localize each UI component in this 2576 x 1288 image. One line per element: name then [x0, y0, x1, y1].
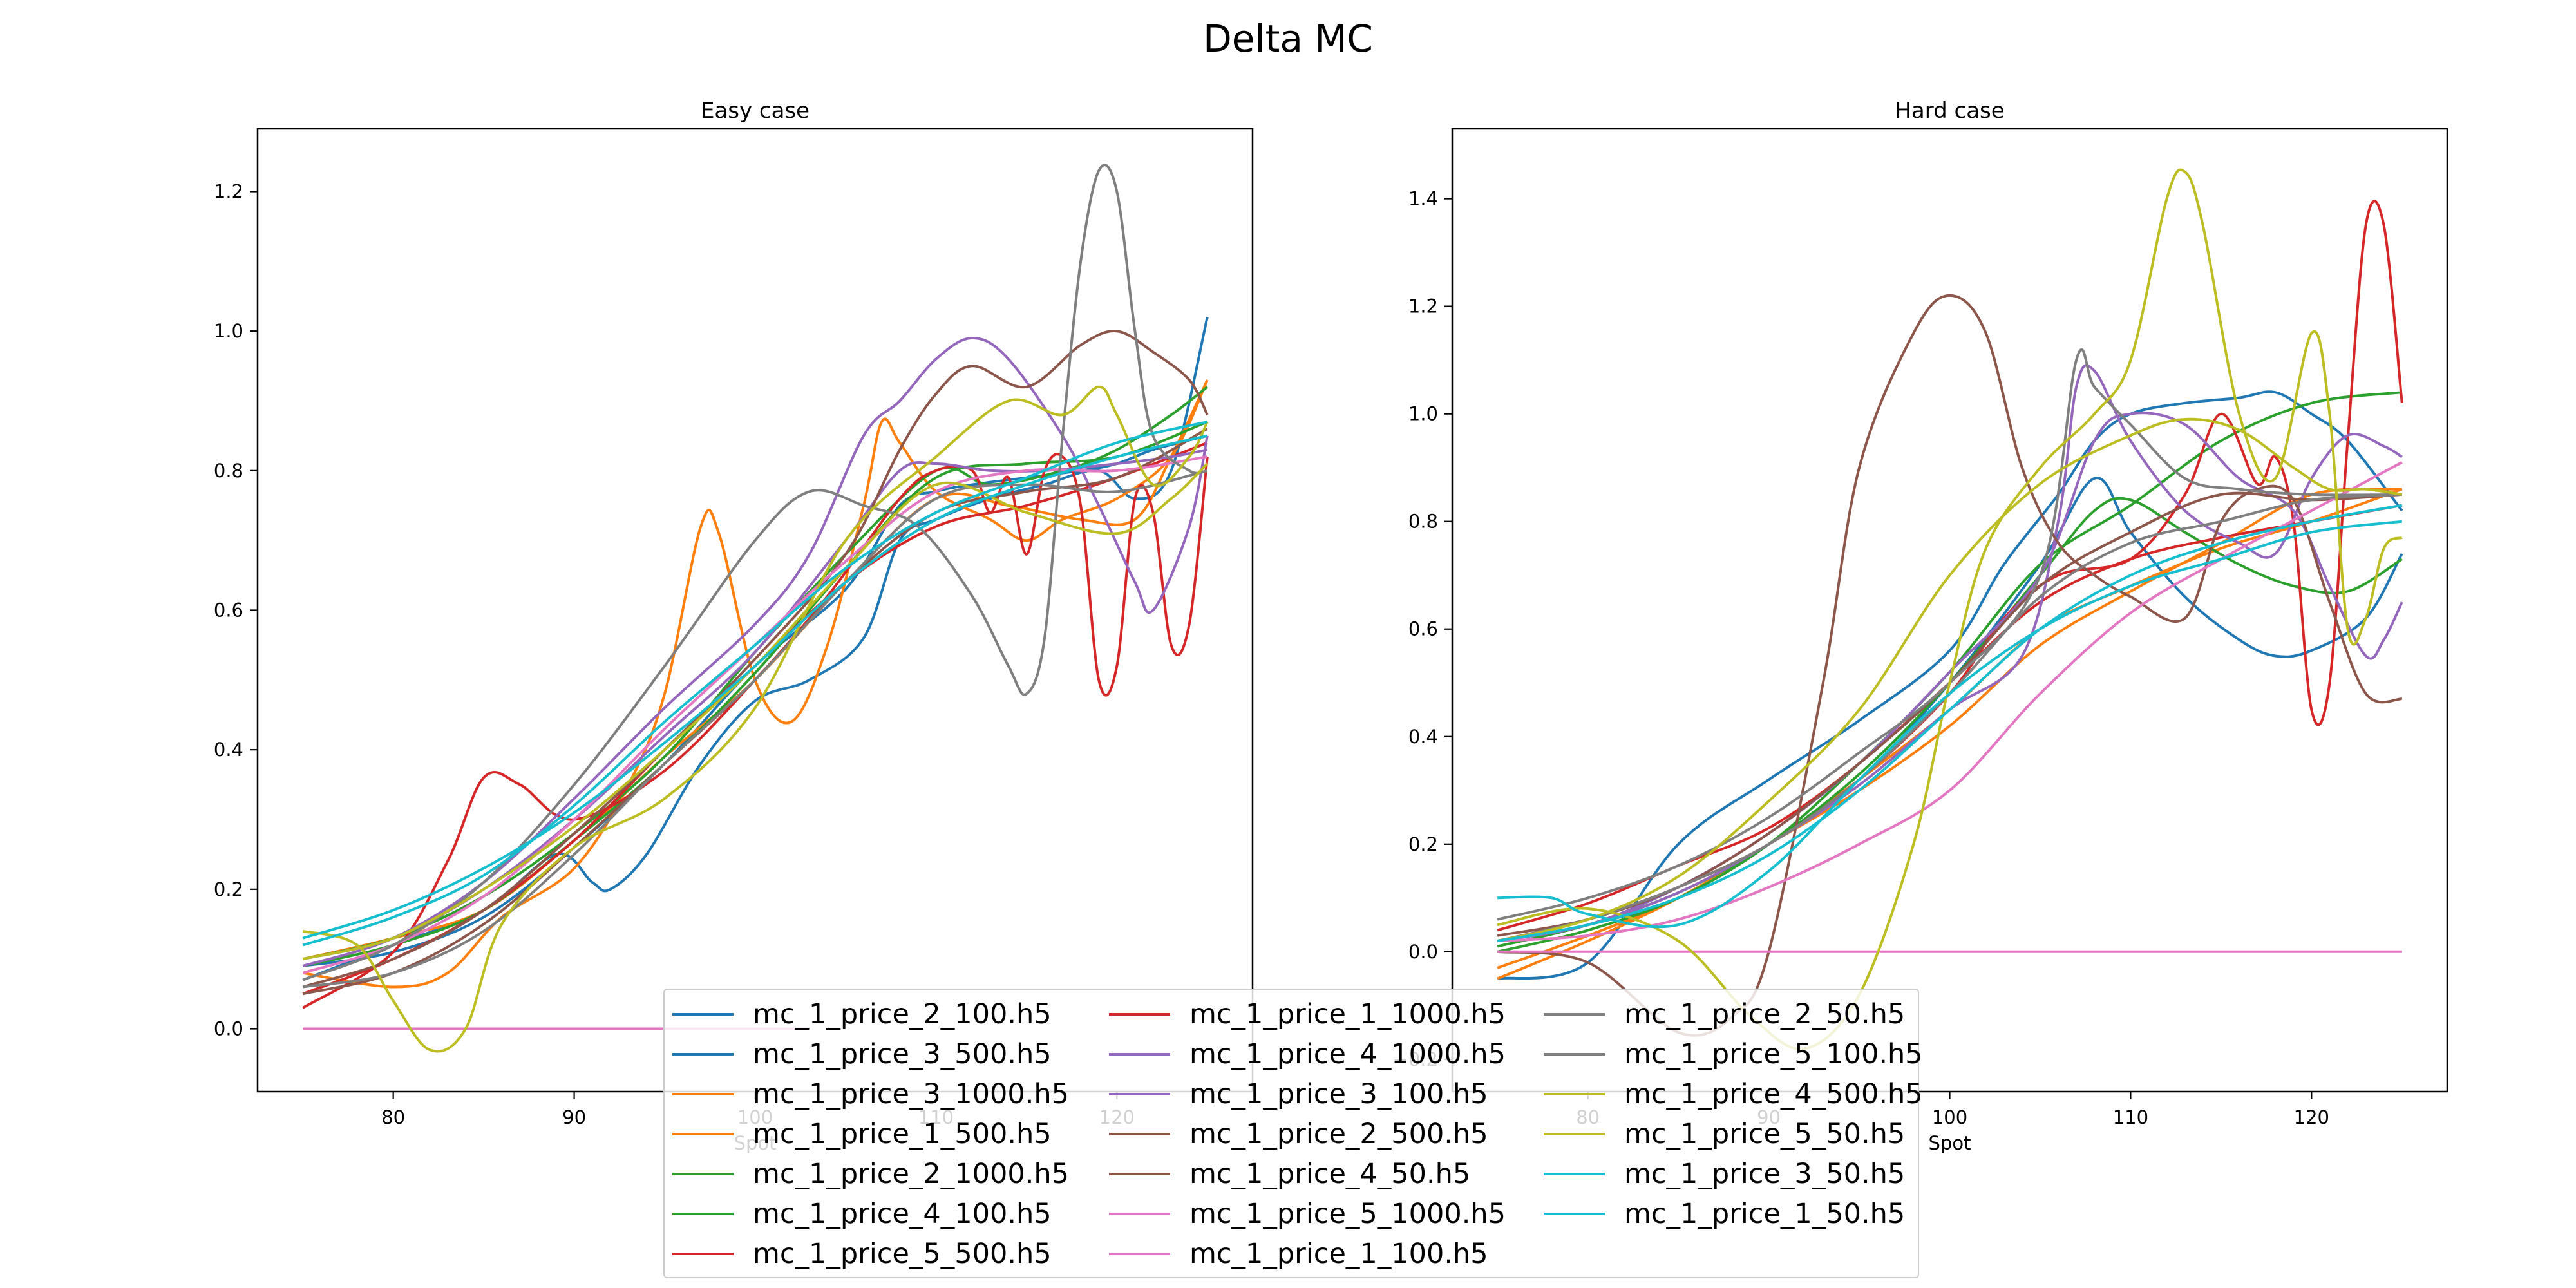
series-group	[302, 164, 1209, 1053]
y-tick-label: 1.2	[1408, 296, 1438, 317]
x-tick-label: 100	[1932, 1106, 1967, 1128]
legend-swatch	[1109, 1053, 1170, 1056]
legend-label: mc_1_price_2_100.h5	[753, 998, 1052, 1030]
legend-swatch	[1544, 1053, 1605, 1056]
legend-label: mc_1_price_5_50.h5	[1624, 1118, 1906, 1150]
legend-label: mc_1_price_3_50.h5	[1624, 1158, 1906, 1190]
legend-label: mc_1_price_2_1000.h5	[753, 1158, 1069, 1190]
y-tick-label: 0.8	[214, 460, 243, 482]
legend-swatch	[1109, 1173, 1170, 1175]
legend-swatch	[1109, 1213, 1170, 1215]
series-line-mc-1-price-3-50-h5	[302, 421, 1208, 947]
series-line-mc-1-price-5-50-h5	[302, 462, 1209, 961]
y-tick-label: 0.0	[1408, 941, 1438, 963]
series-line-mc-1-price-5-500-h5	[302, 453, 1209, 1009]
legend-swatch	[1544, 1093, 1605, 1095]
legend-label: mc_1_price_3_500.h5	[753, 1038, 1052, 1070]
y-tick-label: 0.0	[214, 1018, 243, 1040]
legend: mc_1_price_2_100.h5 mc_1_price_3_500.h5 mc…	[663, 989, 1923, 1278]
legend-swatch	[1544, 1013, 1605, 1016]
legend-label: mc_1_price_2_50.h5	[1624, 998, 1906, 1030]
series-line-mc-1-price-2-50-h5	[302, 164, 1208, 981]
y-tick-label: 0.8	[1408, 511, 1438, 533]
y-tick-label: 0.2	[214, 878, 243, 900]
legend-swatch	[1109, 1253, 1170, 1255]
legend-swatch	[672, 1053, 734, 1056]
legend-swatch	[672, 1093, 734, 1095]
series-line-mc-1-price-2-100-h5	[1497, 390, 2403, 980]
y-tick-label: 1.0	[1408, 403, 1438, 425]
series-line-mc-1-price-1-100-h5	[1497, 461, 2403, 943]
legend-label: mc_1_price_3_1000.h5	[753, 1078, 1069, 1110]
series-line-mc-1-price-4-100-h5	[302, 421, 1208, 967]
legend-label: mc_1_price_4_100.h5	[753, 1198, 1052, 1230]
legend-label: mc_1_price_5_100.h5	[1624, 1038, 1923, 1070]
legend-swatch	[1544, 1133, 1605, 1135]
legend-label: mc_1_price_5_1000.h5	[1189, 1198, 1506, 1230]
figure-title: Delta MC	[1203, 17, 1373, 61]
hard-case-axes: 8090100110120−0.20.00.20.40.60.81.01.21.…	[1393, 98, 2448, 1154]
x-tick-label: 80	[381, 1106, 405, 1128]
legend-label: mc_1_price_1_50.h5	[1624, 1198, 1906, 1230]
legend-swatch	[1544, 1173, 1605, 1175]
subplot-title: Easy case	[701, 98, 810, 124]
series-line-mc-1-price-3-50-h5	[1497, 520, 2403, 929]
legend-swatch	[1544, 1213, 1605, 1215]
legend-label: mc_1_price_1_500.h5	[753, 1118, 1052, 1150]
legend-label: mc_1_price_4_500.h5	[1624, 1078, 1923, 1110]
y-tick-label: 0.6	[214, 600, 243, 621]
legend-swatch	[672, 1133, 734, 1135]
legend-swatch	[672, 1253, 734, 1255]
x-tick-label: 90	[562, 1106, 586, 1128]
legend-label: mc_1_price_1_1000.h5	[1189, 998, 1506, 1030]
series-line-mc-1-price-2-50-h5	[1497, 348, 2402, 921]
y-tick-label: 0.6	[1408, 618, 1438, 640]
legend-swatch	[1109, 1093, 1170, 1095]
series-line-mc-1-price-1-50-h5	[1497, 504, 2403, 943]
y-tick-label: 1.2	[214, 181, 243, 203]
legend-label: mc_1_price_4_50.h5	[1189, 1158, 1471, 1190]
series-group	[1497, 168, 2403, 1050]
series-line-mc-1-price-3-100-h5	[302, 337, 1209, 967]
legend-swatch	[1109, 1133, 1170, 1135]
series-line-mc-1-price-1-50-h5	[302, 434, 1208, 940]
y-tick-label: 0.2	[1408, 833, 1438, 855]
series-line-mc-1-price-5-50-h5	[1497, 417, 2403, 943]
series-line-mc-1-price-5-100-h5	[302, 469, 1208, 989]
legend-label: mc_1_price_2_500.h5	[1189, 1118, 1488, 1150]
x-axis-label: Spot	[1929, 1132, 1971, 1154]
y-tick-label: 0.4	[1408, 726, 1438, 748]
y-tick-label: 1.4	[1408, 188, 1438, 210]
legend-swatch	[1109, 1013, 1170, 1016]
legend-swatch	[672, 1013, 734, 1016]
y-tick-label: 0.4	[214, 739, 243, 761]
legend-label: mc_1_price_3_100.h5	[1189, 1078, 1488, 1110]
series-line-mc-1-price-4-500-h5	[302, 385, 1209, 1053]
x-tick-label: 120	[2294, 1106, 2329, 1128]
y-tick-label: 1.0	[214, 320, 243, 342]
legend-label: mc_1_price_1_100.h5	[1189, 1238, 1488, 1270]
subplot-title: Hard case	[1895, 98, 2004, 124]
legend-swatch	[672, 1213, 734, 1215]
x-tick-label: 110	[2113, 1106, 2148, 1128]
legend-swatch	[672, 1173, 734, 1175]
legend-label: mc_1_price_4_1000.h5	[1189, 1038, 1506, 1070]
legend-label: mc_1_price_5_500.h5	[753, 1238, 1052, 1270]
